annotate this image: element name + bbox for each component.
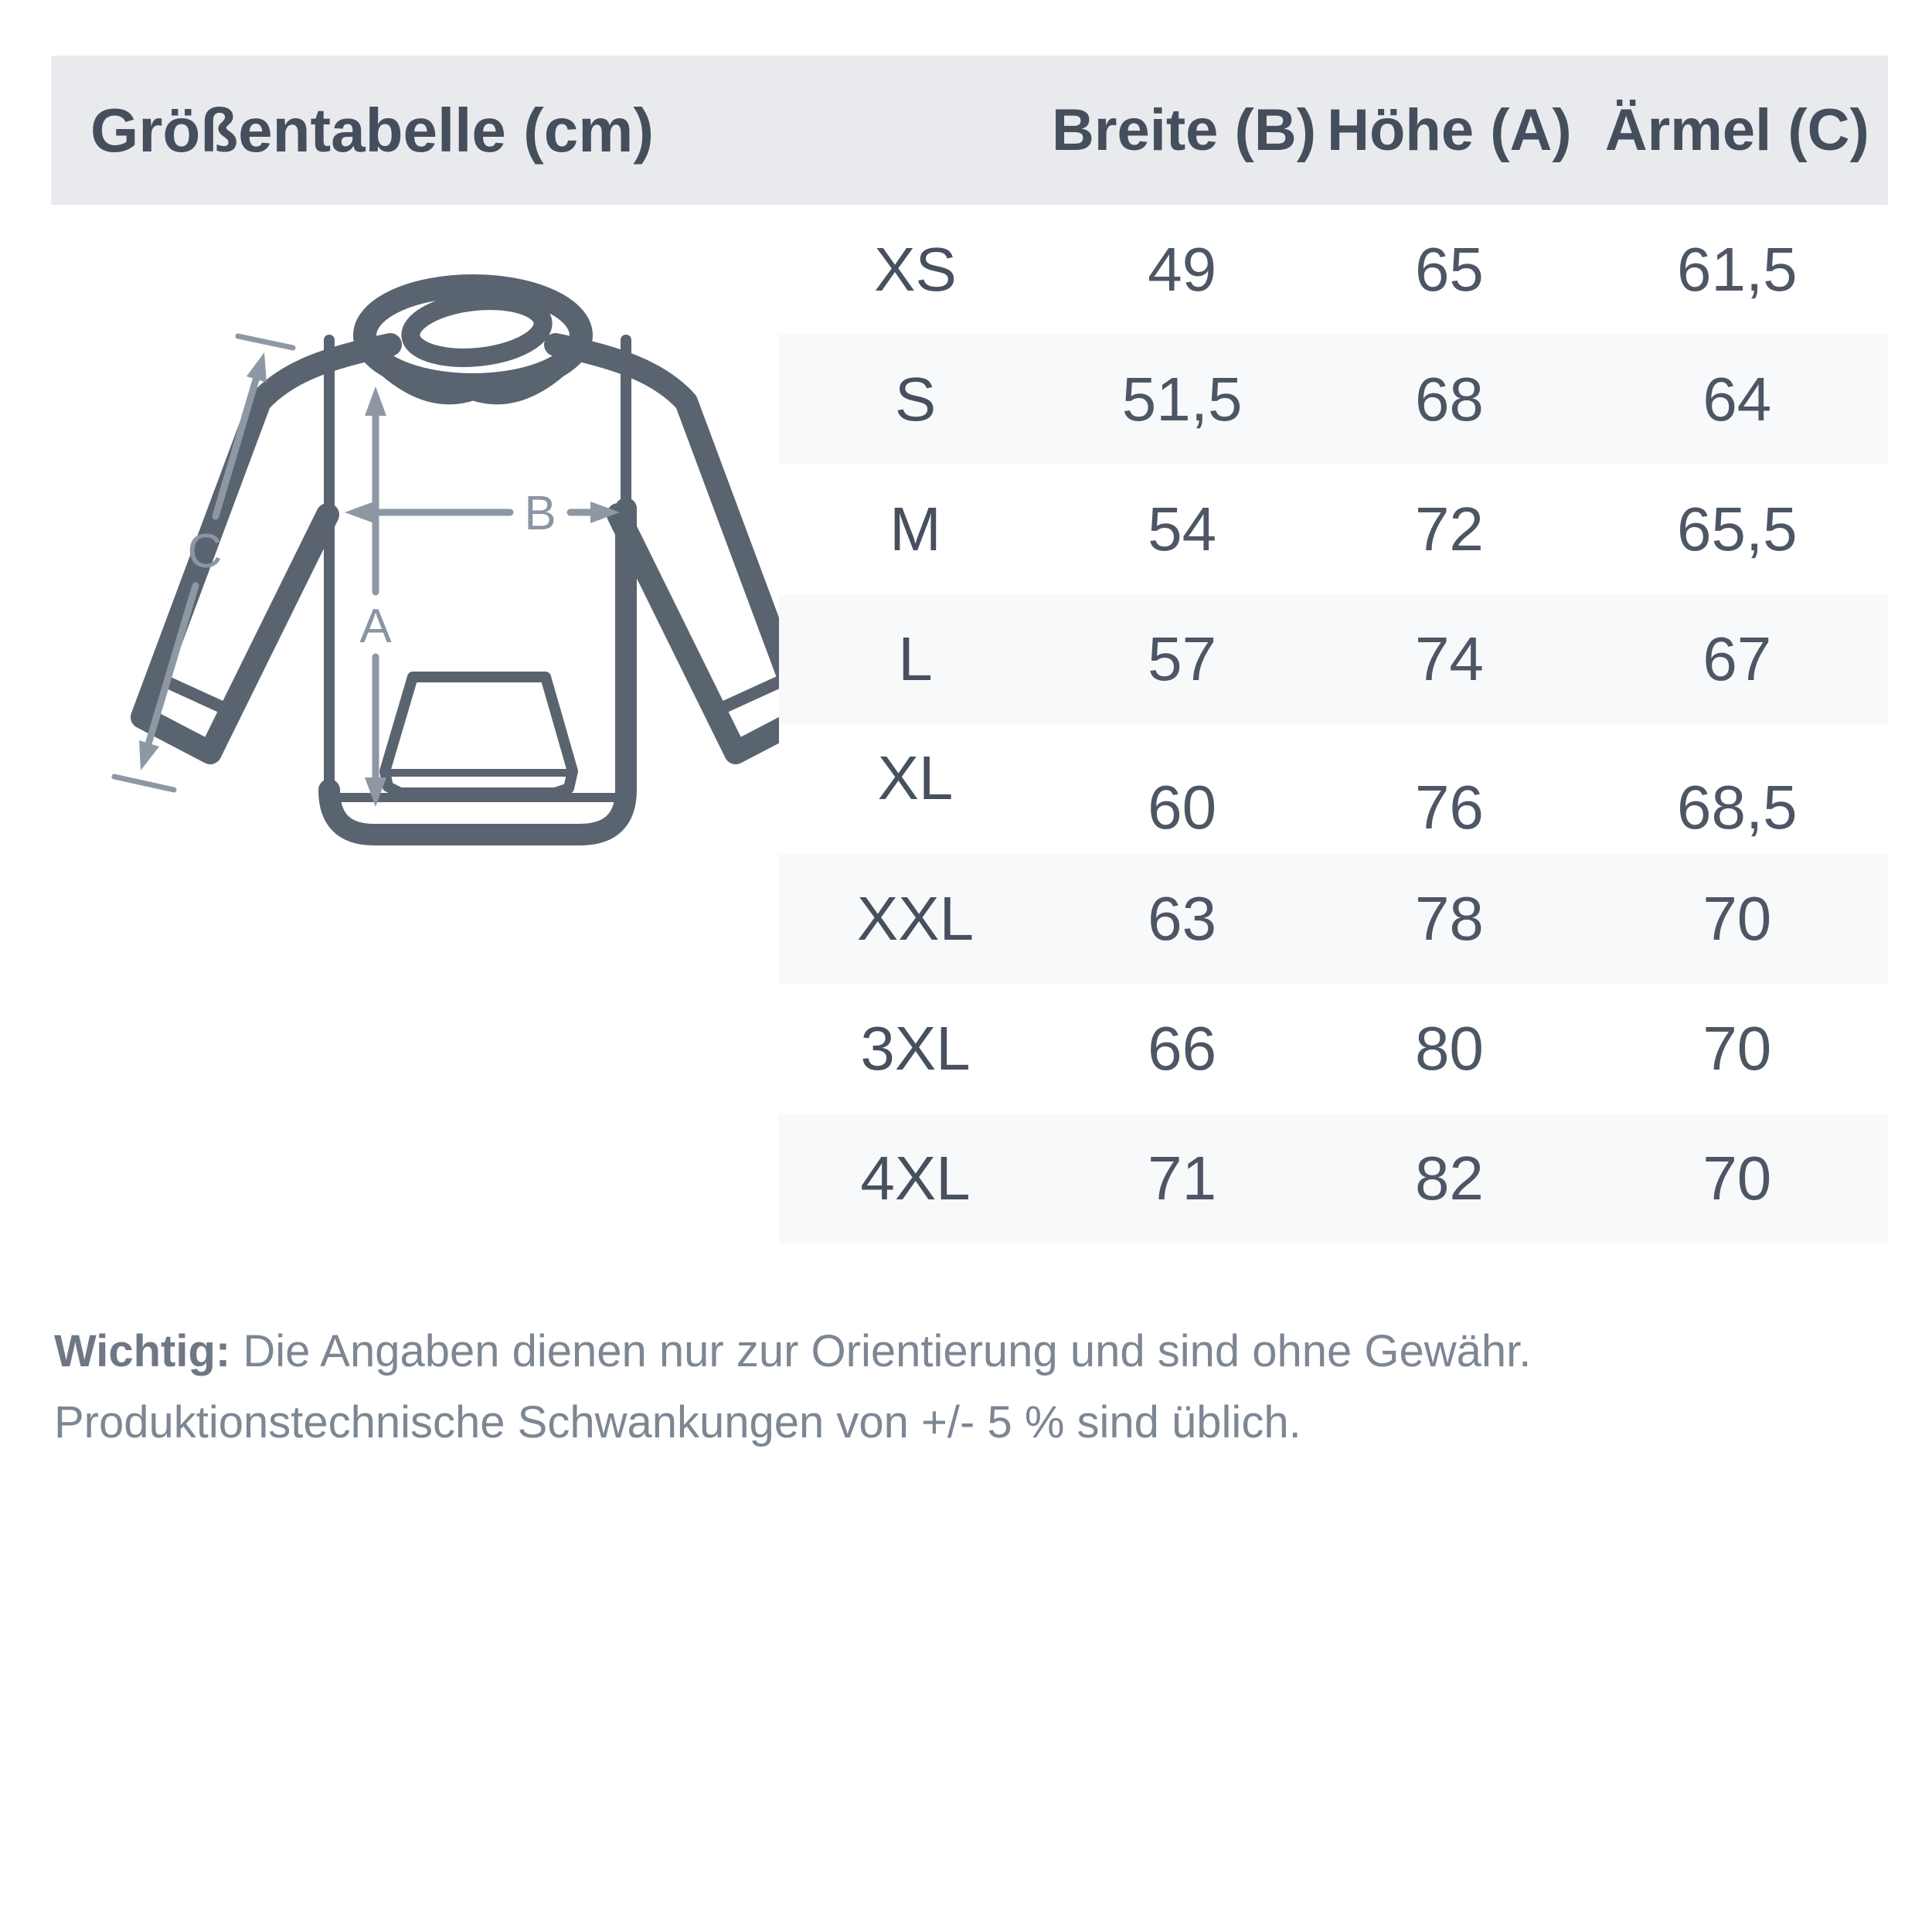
hoehe-value: 72 <box>1414 495 1484 563</box>
hoehe-value: 80 <box>1414 1014 1484 1083</box>
hoehe-value: 68 <box>1414 365 1484 434</box>
table-row: L 57 74 67 <box>779 594 1888 724</box>
arrow-c-top-tick <box>235 333 296 351</box>
size-label: L <box>898 624 933 693</box>
size-label: M <box>889 495 941 563</box>
hoodie-measurement-diagram: A B C <box>93 253 819 872</box>
hoehe-value: 76 <box>1414 773 1484 842</box>
disclaimer-note: Wichtig: Die Angaben dienen nur zur Orie… <box>54 1316 1847 1458</box>
table-row: 4XL 71 82 70 <box>779 1114 1888 1243</box>
column-header-aermel: Ärmel (C) <box>1604 97 1869 163</box>
arrow-a-head-down <box>365 777 386 807</box>
arrow-c-head-top <box>247 352 267 383</box>
breite-value: 51,5 <box>1121 365 1243 434</box>
table-row: S 51,5 68 64 <box>779 335 1888 464</box>
hoehe-value: 65 <box>1414 235 1484 304</box>
left-cuff-line <box>153 672 236 717</box>
page-title: Größentabelle (cm) <box>90 95 655 165</box>
breite-value: 54 <box>1148 495 1217 563</box>
aermel-value: 64 <box>1702 365 1772 434</box>
arrow-b-head-right <box>590 502 620 523</box>
size-table: XS 49 65 61,5 S 51,5 68 64 M 54 72 65,5 … <box>779 205 1888 1243</box>
table-row: XL 60 76 68,5 <box>779 724 1888 854</box>
aermel-value: 70 <box>1702 1144 1772 1213</box>
right-cuff-line <box>709 672 793 717</box>
arrow-c-bottom-tick <box>111 774 177 793</box>
aermel-value: 67 <box>1702 624 1772 693</box>
breite-value: 63 <box>1148 884 1217 953</box>
label-c: C <box>188 525 223 578</box>
breite-value: 66 <box>1148 1014 1217 1083</box>
hoehe-value: 78 <box>1414 884 1484 953</box>
hoehe-value: 82 <box>1414 1144 1484 1213</box>
size-label: XL <box>877 743 954 812</box>
breite-value: 49 <box>1148 235 1217 304</box>
size-label: S <box>894 365 937 434</box>
label-a: A <box>359 600 392 653</box>
table-row: M 54 72 65,5 <box>779 464 1888 594</box>
disclaimer-note-bold: Wichtig: <box>54 1326 231 1376</box>
table-row: XS 49 65 61,5 <box>779 205 1888 335</box>
aermel-value: 70 <box>1702 1014 1772 1083</box>
table-row: 3XL 66 80 70 <box>779 984 1888 1114</box>
size-label: XXL <box>856 884 975 953</box>
table-column-headers: Breite (B) Höhe (A) Ärmel (C) <box>779 56 1888 205</box>
label-b: B <box>524 487 556 540</box>
column-header-hoehe: Höhe (A) <box>1327 97 1572 163</box>
aermel-value: 65,5 <box>1676 495 1798 563</box>
breite-value: 71 <box>1148 1144 1217 1213</box>
aermel-value: 68,5 <box>1676 773 1798 842</box>
size-label: 3XL <box>860 1014 971 1083</box>
hood-outer-ring <box>353 274 593 396</box>
arrow-b-head-left <box>345 502 374 523</box>
size-chart-header: Größentabelle (cm) Breite (B) Höhe (A) Ä… <box>51 56 1888 205</box>
arrow-c-head-bottom <box>139 740 159 770</box>
hood-inner-ring <box>401 291 553 367</box>
column-header-breite: Breite (B) <box>1052 97 1317 163</box>
disclaimer-note-line2: Produktionstechnische Schwankungen von +… <box>54 1397 1301 1447</box>
aermel-value: 61,5 <box>1676 235 1798 304</box>
size-label: 4XL <box>860 1144 971 1213</box>
hoehe-value: 74 <box>1414 624 1484 693</box>
size-label: XS <box>874 235 957 304</box>
breite-value: 60 <box>1148 773 1217 842</box>
table-row: XXL 63 78 70 <box>779 854 1888 984</box>
breite-value: 57 <box>1148 624 1217 693</box>
body-outline-thick <box>318 498 637 845</box>
arrow-a-head-up <box>365 386 386 416</box>
disclaimer-note-line1: Die Angaben dienen nur zur Orientierung … <box>230 1326 1532 1376</box>
aermel-value: 70 <box>1702 884 1772 953</box>
arrow-c-line <box>144 371 261 750</box>
